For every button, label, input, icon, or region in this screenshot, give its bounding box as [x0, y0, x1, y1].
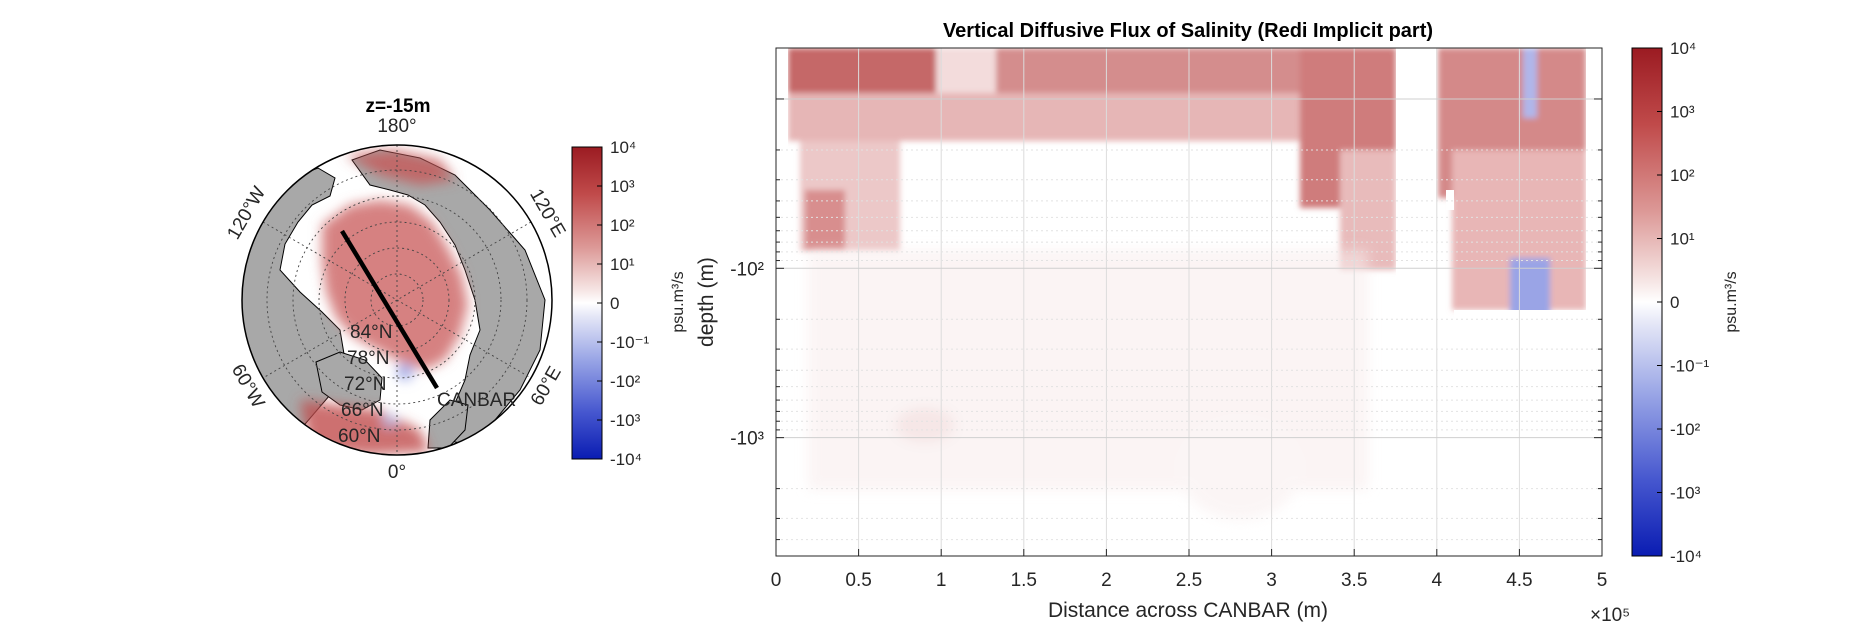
- map-colorbar-tick-label-2: 10²: [610, 216, 635, 235]
- map-colorbar-tick-label-1: 10³: [610, 177, 635, 196]
- lat-label-3: 66°N: [341, 400, 383, 421]
- map-title: z=-15m: [366, 96, 431, 117]
- map-colorbar: 10⁴ 10³ 10² 10¹ 0 -10⁻¹ -10² -10³ -10⁴ psu.m³/s: [571, 138, 687, 469]
- section-colorbar-ticks: 10⁴ 10³ 10² 10¹ 0 -10⁻¹ -10² -10³ -10⁴: [1657, 39, 1710, 566]
- plot-grid: [776, 48, 1602, 556]
- graticule: [262, 145, 532, 455]
- section-colorbar-tick-label-8: -10⁴: [1670, 547, 1702, 566]
- section-colorbar-tick-label-4: 0: [1670, 293, 1679, 312]
- polar-map: [241, 144, 553, 456]
- lon-label-0: 180°: [377, 116, 416, 137]
- chart-title: Vertical Diffusive Flux of Salinity (Red…: [943, 20, 1433, 42]
- map-colorbar-tick-label-7: -10³: [610, 411, 641, 430]
- map-colorbar-tick-label-5: -10⁻¹: [610, 333, 650, 352]
- section-colorbar-label: psu.m³/s: [1723, 271, 1740, 332]
- y-tick-label-1: -10³: [730, 429, 764, 450]
- x-tick-label-5: 2.5: [1176, 570, 1202, 591]
- section-colorbar-tick-label-7: -10³: [1670, 484, 1701, 503]
- y-axis-label: depth (m): [695, 257, 718, 347]
- lat-label-2: 72°N: [344, 374, 386, 395]
- section-plot: 0 0.5 1 1.5 2 2.5 3 3.5 4 4.5 5 -10² -10³: [730, 47, 1608, 591]
- x-tick-label-7: 3.5: [1341, 570, 1367, 591]
- lat-label-0: 84°N: [350, 322, 392, 343]
- y-axis-ticks: -10² -10³: [730, 98, 1602, 541]
- lat-label-1: 78°N: [347, 348, 389, 369]
- y-tick-label-0: -10²: [730, 259, 764, 280]
- lon-label-3: 0°: [388, 462, 406, 483]
- section-colorbar: 10⁴ 10³ 10² 10¹ 0 -10⁻¹ -10² -10³ -10⁴ psu.m³/s: [1631, 39, 1740, 566]
- map-colorbar-tick-label-8: -10⁴: [610, 450, 642, 469]
- x-tick-label-0: 0: [771, 570, 782, 591]
- map-colorbar-label: psu.m³/s: [670, 271, 687, 332]
- section-colorbar-tick-label-5: -10⁻¹: [1670, 357, 1710, 376]
- x-tick-label-10: 5: [1597, 570, 1608, 591]
- x-axis-scale-factor: ×10⁵: [1590, 605, 1630, 625]
- map-colorbar-tick-label-6: -10²: [610, 372, 641, 391]
- section-colorbar-tick-label-2: 10²: [1670, 166, 1695, 185]
- x-tick-label-4: 2: [1101, 570, 1112, 591]
- section-label: CANBAR: [437, 390, 516, 411]
- section-colorbar-tick-label-6: -10²: [1670, 420, 1701, 439]
- section-colorbar-tick-label-3: 10¹: [1670, 230, 1695, 249]
- map-boundary: [241, 144, 553, 456]
- x-tick-label-6: 3: [1266, 570, 1277, 591]
- latitude-labels: 84°N 78°N 72°N 66°N 60°N: [338, 322, 392, 447]
- map-colorbar-tick-label-4: 0: [610, 294, 619, 313]
- map-colorbar-tick-label-0: 10⁴: [610, 138, 636, 157]
- land-greenland: [315, 351, 383, 411]
- x-axis-label: Distance across CANBAR (m): [1048, 599, 1328, 622]
- x-tick-label-8: 4: [1432, 570, 1443, 591]
- x-tick-label-3: 1.5: [1011, 570, 1037, 591]
- x-tick-label-9: 4.5: [1506, 570, 1532, 591]
- lat-label-4: 60°N: [338, 426, 380, 447]
- map-colorbar-ticks: 10⁴ 10³ 10² 10¹ 0 -10⁻¹ -10² -10³ -10⁴: [597, 138, 650, 469]
- x-tick-label-1: 0.5: [845, 570, 871, 591]
- x-axis-ticks: 0 0.5 1 1.5 2 2.5 3 3.5 4 4.5 5: [771, 549, 1608, 591]
- map-colorbar-tick-label-3: 10¹: [610, 255, 635, 274]
- section-colorbar-tick-label-0: 10⁴: [1670, 39, 1696, 58]
- section-colorbar-tick-label-1: 10³: [1670, 103, 1695, 122]
- canbar-section-line: [340, 229, 439, 390]
- x-tick-label-2: 1: [936, 570, 947, 591]
